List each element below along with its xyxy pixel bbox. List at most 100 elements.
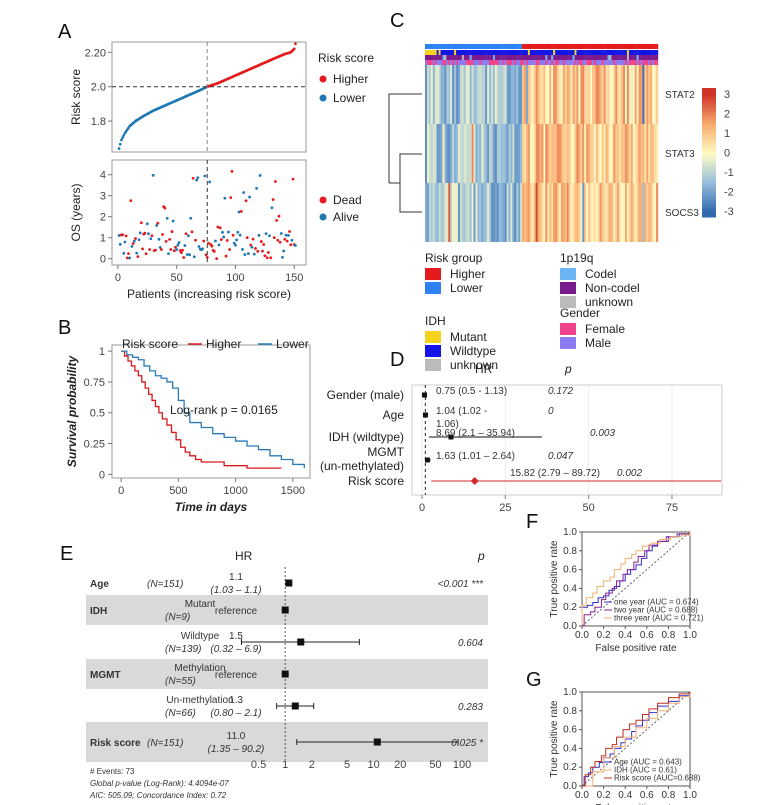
x-axis-label: False positive rate — [595, 803, 677, 805]
heatmap-cell — [541, 124, 544, 183]
heatmap-cell — [656, 124, 659, 183]
colorbar-segment — [702, 174, 716, 177]
annotation-1p19q-cell — [558, 55, 562, 60]
annotation-gender-cell — [621, 60, 624, 65]
annotation-idh-cell — [525, 50, 529, 55]
os-point — [205, 255, 209, 259]
os-point — [263, 254, 267, 258]
annotation-idh-cell — [430, 50, 433, 55]
annotation-gender-cell — [547, 60, 550, 65]
os-point — [229, 196, 233, 199]
heatmap-cell — [477, 65, 480, 124]
os-point — [276, 238, 280, 242]
annotation-gender-cell — [586, 60, 589, 65]
heatmap-cell — [617, 124, 620, 183]
heatmap-cell — [467, 124, 470, 183]
annotation-gender-cell — [574, 60, 577, 65]
heatmap-cell — [654, 124, 657, 183]
legend-swatch — [425, 359, 441, 371]
annotation-risk-cell — [430, 44, 433, 49]
heatmap-cell — [473, 124, 476, 183]
annotation-idh-cell — [626, 50, 630, 55]
legend-label: Wildtype — [450, 344, 496, 358]
colorbar-segment — [702, 161, 716, 164]
heatmap-cell — [547, 183, 550, 242]
risk-point — [292, 47, 296, 51]
annotation-idh-cell — [459, 50, 463, 55]
legend-swatch — [425, 345, 441, 357]
annotation-idh-cell — [588, 50, 591, 55]
annotation-risk-cell — [568, 44, 571, 49]
os-point — [270, 206, 274, 210]
annotation-gender-cell — [576, 60, 579, 65]
colorbar-segment — [702, 214, 716, 218]
hr-marker — [422, 412, 428, 418]
heatmap-cell — [617, 183, 620, 242]
heatmap-cell — [529, 124, 532, 183]
heatmap-cell — [459, 65, 463, 124]
colorbar-segment — [702, 122, 716, 126]
legend-label: Dead — [333, 193, 362, 207]
header-hr: HR — [235, 549, 253, 563]
annotation-gender-cell — [506, 60, 509, 65]
heatmap-cell — [564, 124, 567, 183]
annotation-1p19q-cell — [512, 55, 515, 60]
annotation-risk-cell — [434, 44, 437, 49]
variable-label: Age — [90, 579, 109, 590]
heatmap-cell — [652, 65, 655, 124]
os-point — [290, 238, 294, 242]
annotation-1p19q-cell — [522, 55, 525, 60]
os-point — [286, 234, 290, 237]
annotation-gender-cell — [465, 60, 468, 65]
annotation-risk-cell — [560, 44, 564, 49]
legend-title: Risk group — [425, 251, 483, 265]
heatmap-cell — [446, 183, 449, 242]
heatmap-cell — [549, 124, 552, 183]
os-point — [289, 243, 293, 247]
annotation-idh-cell — [551, 50, 554, 55]
annotation-1p19q-cell — [588, 55, 591, 60]
heatmap-cell — [640, 65, 643, 124]
ci-text: (0.80 – 2.1) — [210, 708, 261, 719]
annotation-1p19q-cell — [436, 55, 439, 60]
heatmap-cell — [479, 183, 482, 242]
annotation-risk-cell — [475, 44, 478, 49]
colorbar-segment — [702, 176, 716, 179]
heatmap-cell — [595, 183, 599, 242]
heatmap-cell — [619, 65, 622, 124]
x-tick-label: 0.2 — [597, 790, 611, 801]
heatmap-cell — [440, 65, 443, 124]
annotation-idh-cell — [562, 50, 565, 55]
annotation-1p19q-cell — [630, 55, 633, 60]
legend-label: Lower — [333, 91, 366, 105]
annotation-gender-cell — [426, 60, 430, 65]
heatmap-cell — [603, 183, 606, 242]
heatmap-cell — [626, 65, 630, 124]
heatmap-cell — [500, 124, 503, 183]
annotation-gender-cell — [510, 60, 513, 65]
os-point — [238, 233, 242, 237]
heatmap-cell — [578, 65, 581, 124]
heatmap-cell — [623, 183, 626, 242]
colorbar-segment — [702, 184, 716, 188]
annotation-risk-cell — [576, 44, 579, 49]
annotation-risk-cell — [450, 44, 453, 49]
annotation-idh-cell — [485, 50, 488, 55]
panel-f-roc: 0.00.0 0.2 0.2 0.4 0.4 0.6 0.6 0.8 0.8 1.0 1.0 one … — [549, 527, 704, 654]
annotation-1p19q-cell — [547, 55, 550, 60]
heatmap-cell — [428, 65, 432, 124]
os-point — [265, 256, 269, 260]
annotation-idh-cell — [582, 50, 585, 55]
annotation-1p19q-cell — [591, 55, 595, 60]
heatmap-cell — [525, 65, 529, 124]
annotation-1p19q-cell — [603, 55, 606, 60]
colorbar-tick-label: -2 — [724, 187, 734, 199]
legend-label: Lower — [450, 281, 483, 295]
annotation-idh-cell — [601, 50, 604, 55]
os-point — [170, 230, 174, 233]
annotation-1p19q-cell — [619, 55, 622, 60]
annotation-risk-cell — [652, 44, 655, 49]
plot-frame — [581, 531, 691, 627]
hr-text: 1.3 — [229, 695, 243, 706]
annotation-risk-cell — [650, 44, 653, 49]
